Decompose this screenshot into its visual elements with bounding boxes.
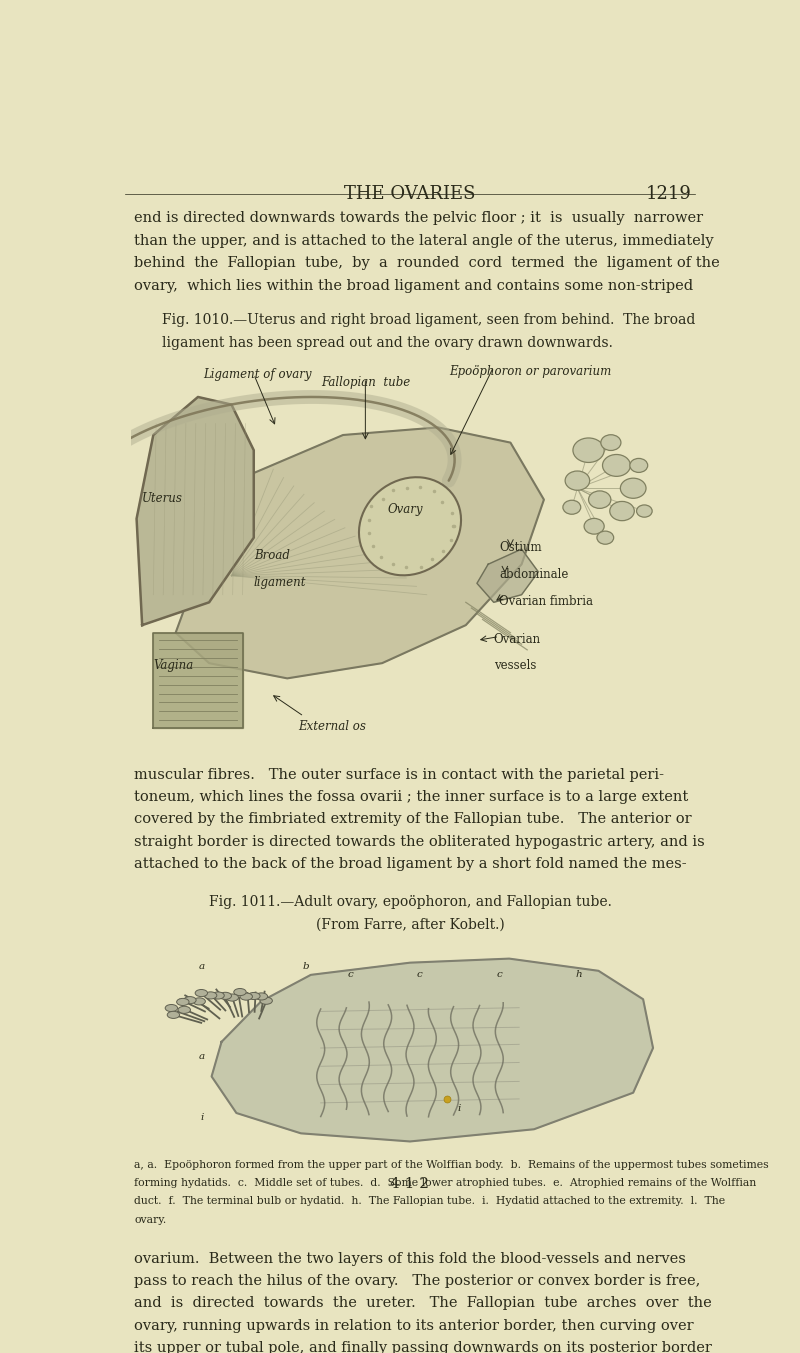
Text: ovarium.  Between the two layers of this fold the blood-vessels and nerves: ovarium. Between the two layers of this … (134, 1252, 686, 1265)
Text: Fig. 1010.—Uterus and right broad ligament, seen from behind.  The broad: Fig. 1010.—Uterus and right broad ligame… (162, 314, 695, 327)
Text: and  is  directed  towards  the  ureter.   The  Fallopian  tube  arches  over  t: and is directed towards the ureter. The … (134, 1296, 712, 1310)
Text: ovary,  which lies within the broad ligament and contains some non-striped: ovary, which lies within the broad ligam… (134, 279, 694, 292)
Text: than the upper, and is attached to the lateral angle of the uterus, immediately: than the upper, and is attached to the l… (134, 234, 714, 248)
Text: behind  the  Fallopian  tube,  by  a  rounded  cord  termed  the  ligament of th: behind the Fallopian tube, by a rounded … (134, 256, 720, 271)
Text: THE OVARIES: THE OVARIES (344, 185, 476, 203)
Text: ovary.: ovary. (134, 1215, 166, 1224)
Text: duct.  f.  The terminal bulb or hydatid.  h.  The Fallopian tube.  i.  Hydatid a: duct. f. The terminal bulb or hydatid. h… (134, 1196, 726, 1207)
Text: its upper or tubal pole, and finally passing downwards on its posterior border: its upper or tubal pole, and finally pas… (134, 1341, 712, 1353)
Text: straight border is directed towards the obliterated hypogastric artery, and is: straight border is directed towards the … (134, 835, 705, 848)
Text: 1219: 1219 (646, 185, 692, 203)
Text: Fig. 1011.—Adult ovary, epoöphoron, and Fallopian tube.: Fig. 1011.—Adult ovary, epoöphoron, and … (209, 896, 611, 909)
Text: ligament has been spread out and the ovary drawn downwards.: ligament has been spread out and the ova… (162, 336, 613, 350)
Text: covered by the fimbriated extremity of the Fallopian tube.   The anterior or: covered by the fimbriated extremity of t… (134, 812, 692, 827)
Text: ovary, running upwards in relation to its anterior border, then curving over: ovary, running upwards in relation to it… (134, 1319, 694, 1333)
Text: 4 1 2: 4 1 2 (390, 1177, 430, 1191)
Text: end is directed downwards towards the pelvic floor ; it  is  usually  narrower: end is directed downwards towards the pe… (134, 211, 703, 226)
Text: attached to the back of the broad ligament by a short fold named the mes-: attached to the back of the broad ligame… (134, 858, 686, 871)
Text: a, a.  Epoöphoron formed from the upper part of the Wolffian body.  b.  Remains : a, a. Epoöphoron formed from the upper p… (134, 1160, 769, 1170)
Text: (From Farre, after Kobelt.): (From Farre, after Kobelt.) (316, 917, 504, 932)
Text: muscular fibres.   The outer surface is in contact with the parietal peri-: muscular fibres. The outer surface is in… (134, 767, 664, 782)
Text: toneum, which lines the fossa ovarii ; the inner surface is to a large extent: toneum, which lines the fossa ovarii ; t… (134, 790, 688, 804)
Text: forming hydatids.  c.  Middle set of tubes.  d.  Some lower atrophied tubes.  e.: forming hydatids. c. Middle set of tubes… (134, 1178, 756, 1188)
Text: pass to reach the hilus of the ovary.   The posterior or convex border is free,: pass to reach the hilus of the ovary. Th… (134, 1275, 701, 1288)
